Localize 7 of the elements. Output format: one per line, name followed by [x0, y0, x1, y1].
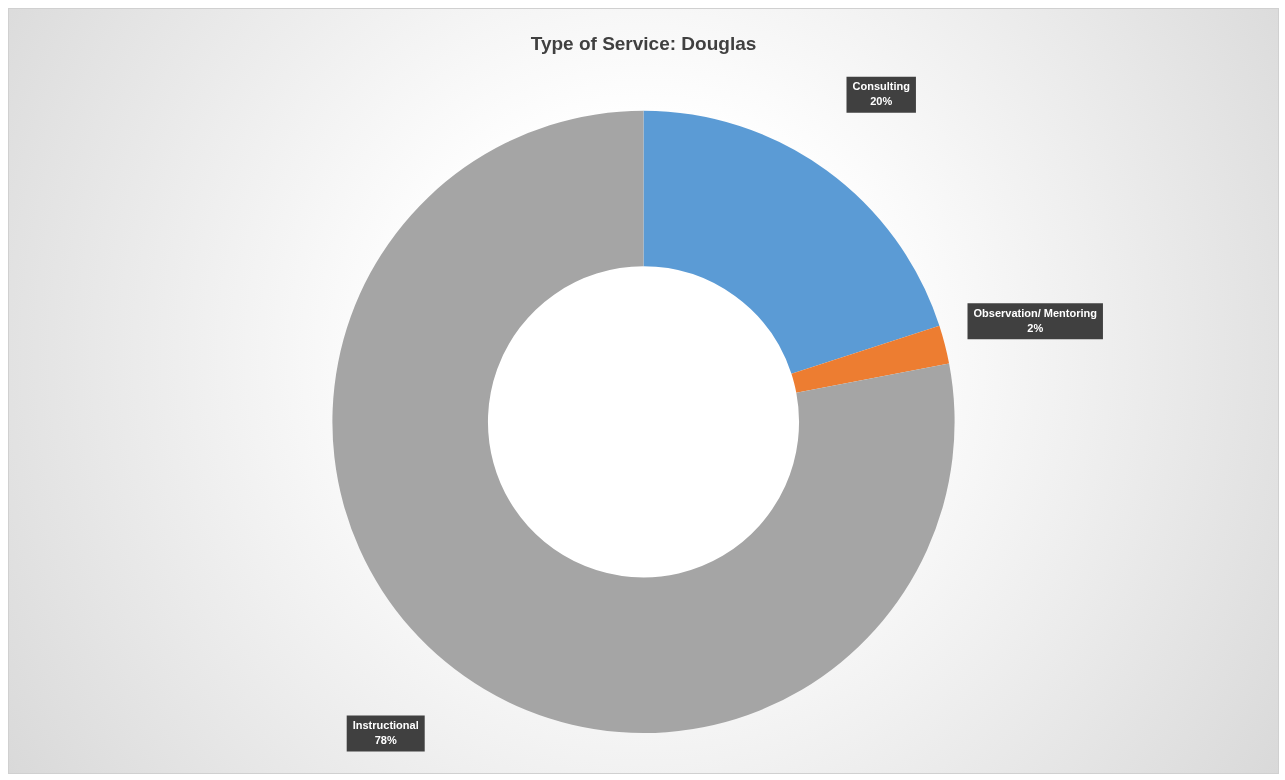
data-label: 2%	[1027, 321, 1044, 334]
slice-label: Consulting	[852, 80, 910, 93]
data-label: 20%	[870, 95, 893, 108]
chart-title: Type of Service: Douglas	[530, 32, 757, 54]
slice-label: Observation/ Mentoring	[973, 306, 1097, 319]
slice-label: Instructional	[352, 719, 419, 732]
data-label: 78%	[374, 734, 397, 747]
